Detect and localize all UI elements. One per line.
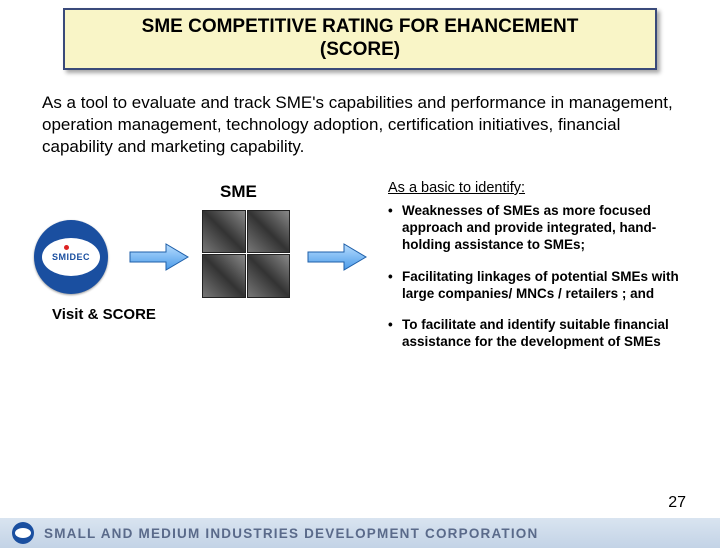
footer-logo-inner bbox=[15, 528, 31, 538]
photo-tile bbox=[247, 210, 291, 254]
slide: SME COMPETITIVE RATING FOR EHANCEMENT (S… bbox=[0, 8, 720, 548]
page-number: 27 bbox=[668, 494, 686, 512]
title-line1: SME COMPETITIVE RATING FOR EHANCEMENT bbox=[75, 16, 645, 39]
visit-score-label: Visit & SCORE bbox=[52, 306, 156, 323]
logo-inner-oval: SMIDEC bbox=[42, 238, 100, 276]
title-box: SME COMPETITIVE RATING FOR EHANCEMENT (S… bbox=[63, 8, 657, 70]
description-text: As a tool to evaluate and track SME's ca… bbox=[42, 92, 678, 158]
footer-logo-icon bbox=[12, 522, 34, 544]
identify-item: Facilitating linkages of potential SMEs … bbox=[388, 268, 696, 303]
title-line2: (SCORE) bbox=[75, 39, 645, 62]
photo-tile bbox=[202, 210, 246, 254]
identify-item: Weaknesses of SMEs as more focused appro… bbox=[388, 202, 696, 254]
arrow-icon bbox=[128, 242, 190, 272]
smidec-logo: SMIDEC bbox=[34, 220, 108, 294]
identify-column: As a basic to identify: Weaknesses of SM… bbox=[388, 180, 696, 365]
logo-outer-circle: SMIDEC bbox=[34, 220, 108, 294]
footer-text: SMALL AND MEDIUM INDUSTRIES DEVELOPMENT … bbox=[44, 526, 538, 541]
photo-tile bbox=[247, 254, 291, 298]
identify-item: To facilitate and identify suitable fina… bbox=[388, 316, 696, 351]
photo-tile bbox=[202, 254, 246, 298]
arrow-icon bbox=[306, 242, 368, 272]
identify-list: Weaknesses of SMEs as more focused appro… bbox=[388, 202, 696, 351]
identify-heading: As a basic to identify: bbox=[388, 180, 696, 196]
logo-text: SMIDEC bbox=[52, 252, 90, 262]
flow-diagram: SME SMIDEC Visit & SCORE bbox=[0, 176, 720, 406]
sme-photo-grid bbox=[202, 210, 290, 298]
sme-label: SME bbox=[220, 182, 257, 202]
footer-bar: SMALL AND MEDIUM INDUSTRIES DEVELOPMENT … bbox=[0, 518, 720, 548]
